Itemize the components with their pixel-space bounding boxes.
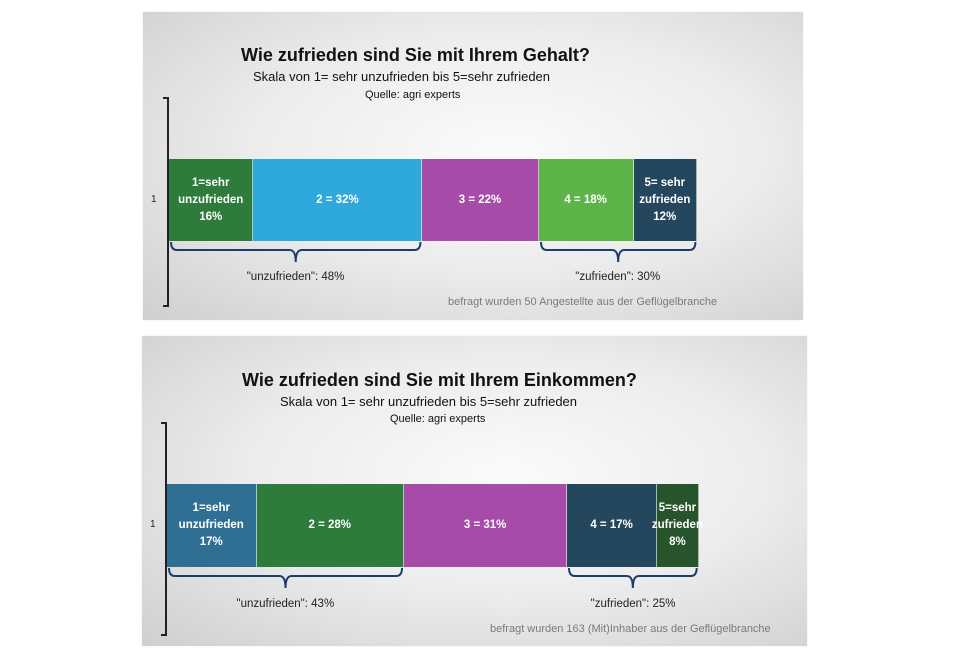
data-label: 1=sehr unzufrieden 16% [178,176,244,223]
bar-segment-1: 1=sehr unzufrieden 16% [169,159,254,241]
data-label: 3 = 31% [463,519,507,531]
bar-segment-3: 3 = 22% [422,159,539,241]
data-label: 3 = 22% [458,193,502,206]
bar-segment-1: 1=sehr unzufrieden 17% [167,484,257,567]
bar-segment-2: 2 = 28% [256,484,405,567]
chart-subtitle: Skala von 1= sehr unzufrieden bis 5=sehr… [253,69,551,84]
axis-cap-top [161,422,167,424]
category-axis [167,97,169,307]
data-label: 4 = 18% [564,193,607,206]
bar-segment-5: 5=sehr zufrieden 8% [652,484,703,567]
axis-cap-bottom [163,305,169,307]
chart-footnote: befragt wurden 163 (Mit)Inhaber aus der … [490,623,771,635]
bar-segment-5: 5= sehr zufrieden 12% [633,159,697,241]
bar-segment-3: 3 = 31% [404,484,568,567]
chart-panel-einkommen: Wie zufrieden sind Sie mit Ihrem Einkomm… [142,336,807,646]
axis-cap-bottom [161,634,167,636]
chart-source: Quelle: agri experts [365,89,461,101]
bar-segment-4: 4 = 18% [538,159,634,241]
group-brace [539,241,696,263]
chart-source: Quelle: agri experts [390,413,486,425]
group-brace [568,567,698,589]
data-label: 2 = 32% [316,193,359,206]
bar-segment-4: 4 = 17% [567,484,657,567]
data-label: 4 = 17% [590,519,633,531]
category-tick-label: 1 [150,519,156,530]
chart-footnote: befragt wurden 50 Angestellte aus der Ge… [448,296,718,308]
axis-cap-top [163,97,169,99]
data-label: 1=sehr unzufrieden 17% [178,502,244,548]
chart-panel-gehalt: Wie zufrieden sind Sie mit Ihrem Gehalt?… [143,12,803,320]
category-tick-label: 1 [151,194,157,205]
data-label: 2 = 28% [308,519,352,531]
group-label: "zufrieden": 25% [590,598,676,610]
group-label: "unzufrieden": 43% [236,598,335,610]
chart-subtitle: Skala von 1= sehr unzufrieden bis 5=sehr… [280,394,578,409]
chart-title: Wie zufrieden sind Sie mit Ihrem Gehalt? [241,45,590,65]
data-label: 5= sehr zufrieden 12% [639,176,691,223]
chart-title: Wie zufrieden sind Sie mit Ihrem Einkomm… [242,370,637,390]
category-axis [165,422,167,636]
group-brace [168,567,404,589]
bar-segment-2: 2 = 32% [253,159,423,241]
group-label: "unzufrieden": 48% [246,271,345,283]
group-brace [170,241,422,263]
data-label: 5=sehr zufrieden 8% [651,502,703,548]
group-label: "zufrieden": 30% [575,271,661,283]
